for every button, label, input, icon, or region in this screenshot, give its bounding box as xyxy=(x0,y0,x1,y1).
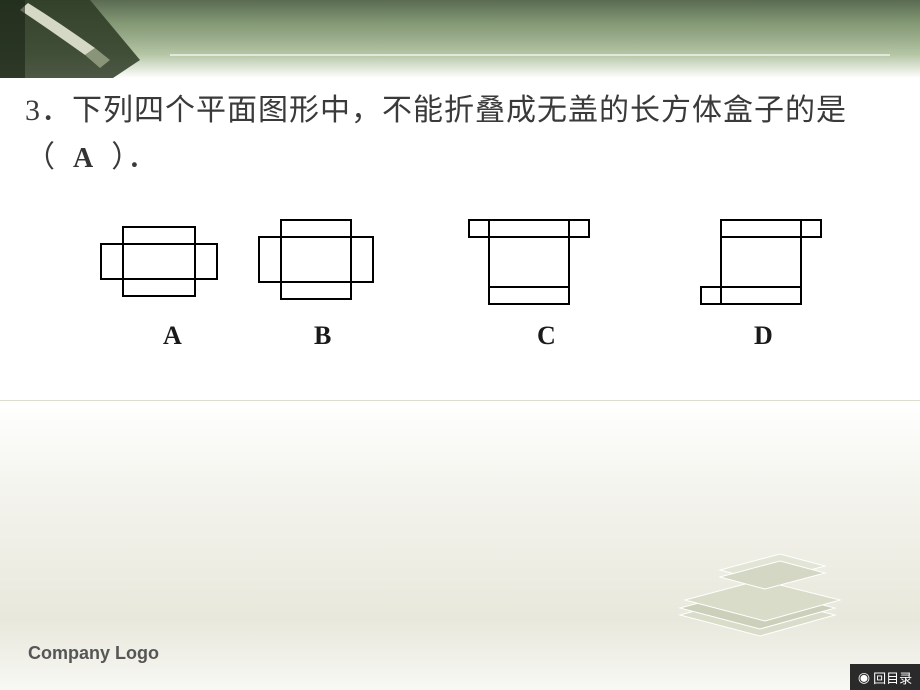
pen-decoration xyxy=(0,0,180,78)
option-label-B: B xyxy=(314,321,331,350)
question-text: 3．下列四个平面图形中，不能折叠成无盖的长方体盒子的是（ A ）． xyxy=(25,88,895,181)
header-divider-line xyxy=(170,54,890,56)
answer-letter: A xyxy=(73,143,94,174)
header-band xyxy=(0,0,920,78)
question-body-after: ）． xyxy=(111,141,158,174)
option-label-C: C xyxy=(537,321,556,350)
option-net-A xyxy=(101,227,217,296)
option-label-A: A xyxy=(163,321,182,350)
back-to-catalog-button[interactable]: ◉ 回目录 xyxy=(850,664,920,690)
catalog-button-label: 回目录 xyxy=(873,668,912,687)
option-label-D: D xyxy=(754,321,773,350)
books-decoration xyxy=(670,530,850,640)
option-net-C xyxy=(469,220,589,304)
catalog-icon: ◉ xyxy=(858,669,870,686)
company-logo: Company Logo xyxy=(28,643,159,664)
option-net-B xyxy=(259,220,373,299)
question-area: 3．下列四个平面图形中，不能折叠成无盖的长方体盒子的是（ A ）． xyxy=(25,88,895,181)
option-net-D xyxy=(701,220,821,304)
net-diagrams: A B C D xyxy=(81,206,831,366)
slide-container: 3．下列四个平面图形中，不能折叠成无盖的长方体盒子的是（ A ）． A B C D C… xyxy=(0,0,920,690)
question-number: 3． xyxy=(25,94,72,127)
options-figure-area: A B C D xyxy=(81,206,831,366)
